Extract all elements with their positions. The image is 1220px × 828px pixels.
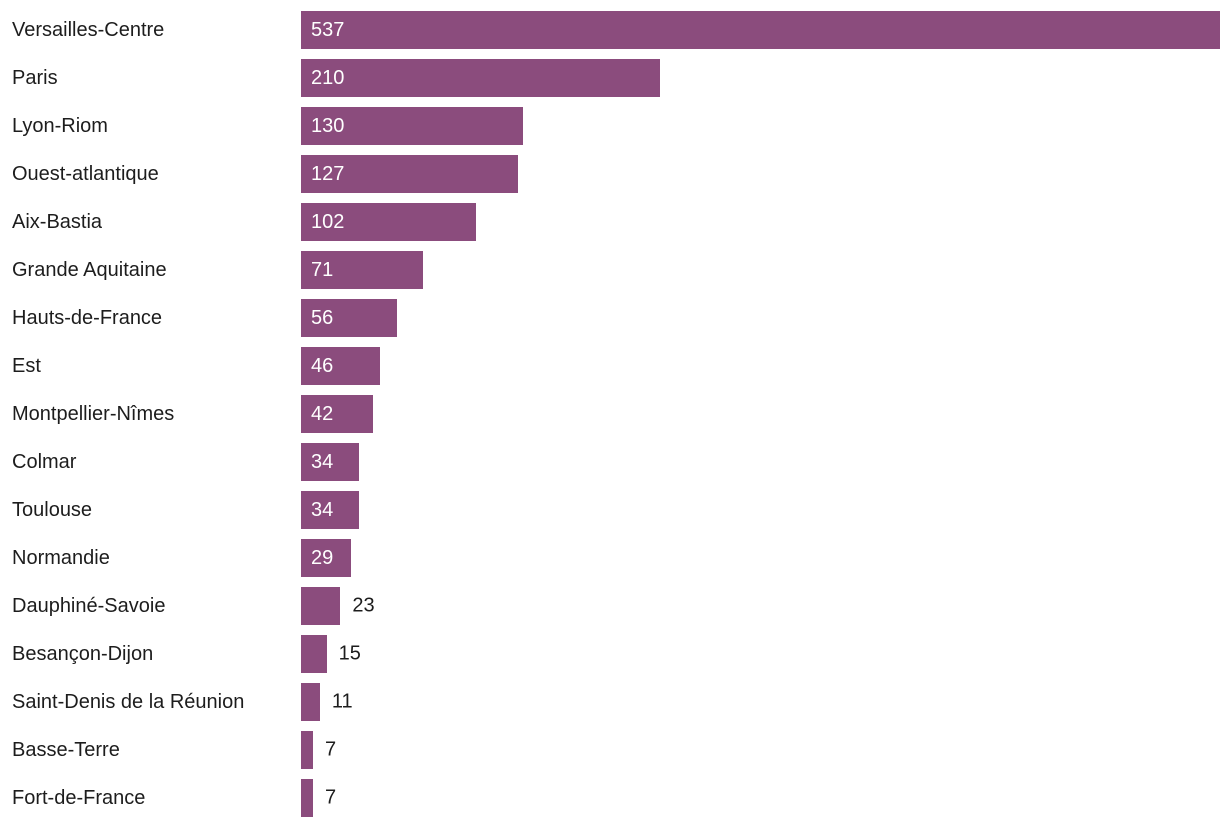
bar-lyon-riom: 130: [301, 107, 524, 145]
value-label-versailles-centre: 537: [311, 18, 345, 41]
category-label-hauts-de-france: Hauts-de-France: [12, 306, 163, 329]
bar-colmar: 34: [301, 443, 360, 481]
bar-dauphine-savoie: [301, 587, 341, 625]
bar-track: 42: [301, 395, 1220, 433]
chart-row-basse-terre: Basse-Terre 7: [0, 726, 1220, 774]
bar-track: 29: [301, 539, 1220, 577]
value-label-toulouse: 34: [311, 498, 334, 521]
value-label-grande-aquitaine: 71: [311, 258, 334, 281]
category-label-fort-de-france: Fort-de-France: [12, 786, 146, 809]
bar-track: 7: [301, 731, 1220, 769]
chart-row-versailles-centre: Versailles-Centre 537: [0, 6, 1220, 54]
bar-montpellier-nimes: 42: [301, 395, 373, 433]
bar-track: 7: [301, 779, 1220, 817]
chart-row-lyon-riom: Lyon-Riom 130: [0, 102, 1220, 150]
bar-track: 130: [301, 107, 1220, 145]
chart-row-fort-de-france: Fort-de-France 7: [0, 774, 1220, 822]
chart-row-paris: Paris 210: [0, 54, 1220, 102]
bar-track: 23: [301, 587, 1220, 625]
bar-aix-bastia: 102: [301, 203, 476, 241]
bar-track: 11: [301, 683, 1220, 721]
bar-fort-de-france: [301, 779, 313, 817]
bar-track: 127: [301, 155, 1220, 193]
value-label-paris: 210: [311, 66, 345, 89]
bar-grande-aquitaine: 71: [301, 251, 423, 289]
value-label-dauphine-savoie: 23: [352, 594, 375, 617]
bar-besancon-dijon: [301, 635, 327, 673]
bar-toulouse: 34: [301, 491, 360, 529]
chart-row-saint-denis-de-la-reunion: Saint-Denis de la Réunion 11: [0, 678, 1220, 726]
category-label-colmar: Colmar: [12, 450, 77, 473]
bar-saint-denis-de-la-reunion: [301, 683, 320, 721]
bar-paris: 210: [301, 59, 661, 97]
chart-row-dauphine-savoie: Dauphiné-Savoie 23: [0, 582, 1220, 630]
category-label-basse-terre: Basse-Terre: [12, 738, 120, 761]
bar-track: 102: [301, 203, 1220, 241]
bar-hauts-de-france: 56: [301, 299, 397, 337]
value-label-normandie: 29: [311, 546, 334, 569]
bar-est: 46: [301, 347, 380, 385]
category-label-aix-bastia: Aix-Bastia: [12, 210, 103, 233]
value-label-basse-terre: 7: [324, 738, 337, 761]
category-label-dauphine-savoie: Dauphiné-Savoie: [12, 594, 166, 617]
category-label-montpellier-nimes: Montpellier-Nîmes: [12, 402, 175, 425]
bar-track: 34: [301, 443, 1220, 481]
category-label-normandie: Normandie: [12, 546, 110, 569]
chart-row-colmar: Colmar 34: [0, 438, 1220, 486]
chart-row-grande-aquitaine: Grande Aquitaine 71: [0, 246, 1220, 294]
value-label-fort-de-france: 7: [324, 786, 337, 809]
value-label-est: 46: [311, 354, 334, 377]
bar-track: 210: [301, 59, 1220, 97]
category-label-besancon-dijon: Besançon-Dijon: [12, 642, 154, 665]
chart-row-toulouse: Toulouse 34: [0, 486, 1220, 534]
category-label-grande-aquitaine: Grande Aquitaine: [12, 258, 167, 281]
category-label-toulouse: Toulouse: [12, 498, 93, 521]
bar-track: 34: [301, 491, 1220, 529]
chart-row-montpellier-nimes: Montpellier-Nîmes 42: [0, 390, 1220, 438]
value-label-besancon-dijon: 15: [338, 642, 361, 665]
chart-row-hauts-de-france: Hauts-de-France 56: [0, 294, 1220, 342]
value-label-montpellier-nimes: 42: [311, 402, 334, 425]
chart-row-besancon-dijon: Besançon-Dijon 15: [0, 630, 1220, 678]
category-label-ouest-atlantique: Ouest-atlantique: [12, 162, 159, 185]
chart-row-ouest-atlantique: Ouest-atlantique 127: [0, 150, 1220, 198]
value-label-ouest-atlantique: 127: [311, 162, 345, 185]
value-label-aix-bastia: 102: [311, 210, 345, 233]
category-label-saint-denis-de-la-reunion: Saint-Denis de la Réunion: [12, 690, 245, 713]
category-label-paris: Paris: [12, 66, 58, 89]
value-label-lyon-riom: 130: [311, 114, 345, 137]
bar-track: 71: [301, 251, 1220, 289]
bar-track: 56: [301, 299, 1220, 337]
chart-row-normandie: Normandie 29: [0, 534, 1220, 582]
bar-track: 15: [301, 635, 1220, 673]
category-label-versailles-centre: Versailles-Centre: [12, 18, 165, 41]
chart-row-aix-bastia: Aix-Bastia 102: [0, 198, 1220, 246]
value-label-colmar: 34: [311, 450, 334, 473]
value-label-saint-denis-de-la-reunion: 11: [331, 690, 353, 713]
bar-track: 46: [301, 347, 1220, 385]
value-label-hauts-de-france: 56: [311, 306, 334, 329]
bar-ouest-atlantique: 127: [301, 155, 519, 193]
category-label-est: Est: [12, 354, 41, 377]
bar-normandie: 29: [301, 539, 351, 577]
category-label-lyon-riom: Lyon-Riom: [12, 114, 108, 137]
chart-row-est: Est 46: [0, 342, 1220, 390]
bar-track: 537: [301, 11, 1220, 49]
bar-versailles-centre: 537: [301, 11, 1220, 49]
bar-basse-terre: [301, 731, 313, 769]
